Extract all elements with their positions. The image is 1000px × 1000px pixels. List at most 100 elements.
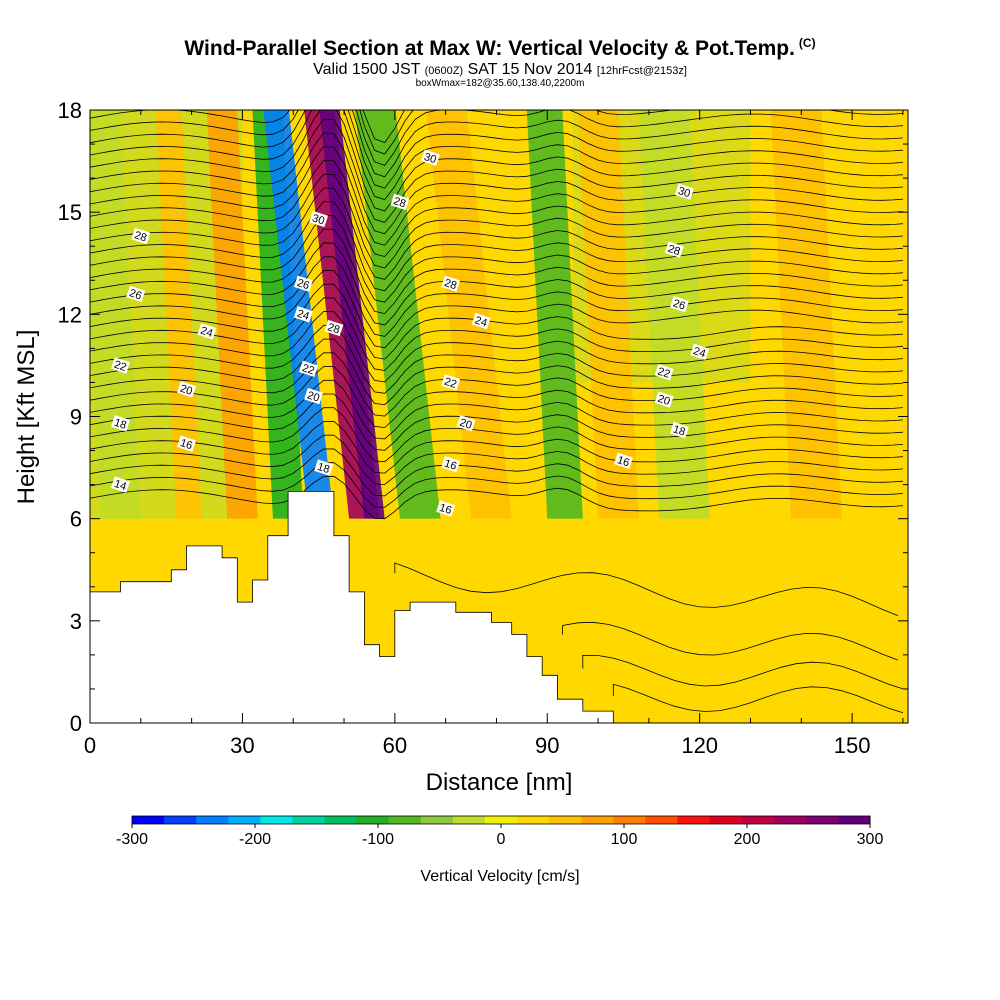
isentrope <box>90 297 903 371</box>
y-tick-label: 18 <box>58 98 82 123</box>
isentrope <box>90 132 903 235</box>
colorbar-tick-label: -100 <box>362 831 394 848</box>
isentrope-label: 26 <box>126 285 146 302</box>
isentrope-label: 18 <box>669 421 689 439</box>
isentrope <box>90 159 903 258</box>
isentrope-label-bg <box>674 183 694 200</box>
colorbar-label: Vertical Velocity [cm/s] <box>420 868 579 885</box>
isentrope <box>90 214 903 303</box>
colorbar-tick-label: -200 <box>239 831 271 848</box>
valid-utc: (0600Z) <box>424 65 464 77</box>
axes: 0 30 60 90 120 150 0 3 6 9 12 15 18 <box>58 98 908 758</box>
isentrope-label: 24 <box>690 343 710 360</box>
isentrope-label-bg <box>324 319 344 337</box>
isentrope-label: 16 <box>614 452 633 469</box>
colorbar-swatch <box>837 816 871 824</box>
isentrope-label-text: 30 <box>676 185 691 200</box>
isentrope-label-bg <box>654 391 674 408</box>
isentrope-label-bg <box>471 312 491 330</box>
isentrope-label: 24 <box>293 306 313 323</box>
isentrope <box>90 462 903 508</box>
isentrope-label-bg <box>111 415 130 432</box>
isentrope-label: 22 <box>111 357 130 374</box>
isentrope <box>582 654 904 690</box>
x-tick-label: 0 <box>84 733 96 758</box>
isentrope-label-text: 24 <box>473 314 488 329</box>
isentrope <box>90 110 903 178</box>
isentrope-label: 16 <box>441 456 461 473</box>
isentrope-label: 18 <box>314 459 334 476</box>
isentrope-label-text: 20 <box>458 417 473 432</box>
isentrope-label-bg <box>177 435 196 452</box>
isentrope-label: 28 <box>441 275 461 292</box>
velocity-band <box>354 110 441 519</box>
isentrope-label-bg <box>111 476 130 493</box>
isentrope-label-bg <box>293 275 313 292</box>
colorbar-swatch <box>356 816 390 824</box>
isentrope <box>90 201 903 292</box>
velocity-band <box>426 110 512 519</box>
isentrope-label-bg <box>690 343 710 360</box>
isentrope <box>90 434 903 485</box>
box-info: boxWmax=182@35.60,138.40,2200m <box>415 78 585 89</box>
isentrope-label-text: 22 <box>656 366 671 381</box>
isentrope <box>90 110 903 189</box>
y-axis-label: Height [Kft MSL] <box>13 330 40 505</box>
isentrope-label-text: 26 <box>671 297 686 312</box>
isentrope-label-bg <box>456 415 476 432</box>
isentrope-label: 28 <box>390 193 410 210</box>
isentrope-label-text: 16 <box>443 458 458 473</box>
colorbar-swatch <box>805 816 839 824</box>
isentrope <box>90 187 903 280</box>
isentrope-label-text: 30 <box>422 151 437 166</box>
isentrope-label: 22 <box>654 364 674 381</box>
isentrope-label: 28 <box>131 227 151 245</box>
isentrope-label-text: 16 <box>438 502 453 517</box>
colorbar-swatch <box>388 816 422 824</box>
velocity-band <box>90 110 141 519</box>
isentrope <box>90 311 903 383</box>
velocity-band <box>252 110 304 519</box>
isentrope <box>562 621 898 661</box>
isentrope-label-text: 20 <box>656 393 671 408</box>
isentrope <box>90 283 903 360</box>
isentrope-label-bg <box>614 452 633 469</box>
isentrope-label-text: 24 <box>692 345 707 360</box>
isentrope <box>90 448 903 497</box>
isentrope-label: 24 <box>197 323 217 340</box>
isentrope-label-bg <box>420 149 440 166</box>
y-tick-label: 0 <box>70 711 82 736</box>
isentrope-label: 22 <box>441 374 461 391</box>
colorbar-swatch <box>324 816 358 824</box>
isentrope-label-text: 20 <box>306 389 321 404</box>
isentrope-label-bg <box>299 360 318 377</box>
x-tick-label: 60 <box>383 733 407 758</box>
isentrope-label-bg <box>131 227 151 245</box>
copyright-mark: (C) <box>798 36 816 50</box>
isentrope-label: 22 <box>299 360 318 377</box>
terrain <box>89 491 908 724</box>
colorbar: -300 -200 -100 0 100 200 300 <box>116 815 883 848</box>
isentrope <box>90 407 903 463</box>
isentrope <box>90 475 903 520</box>
isentrope-label-bg <box>654 364 674 381</box>
colorbar-swatch <box>196 816 229 824</box>
forecast-info: [12hrFcst@2153z] <box>596 65 687 77</box>
isentrope <box>90 379 903 440</box>
x-axis-label: Distance [nm] <box>426 769 573 796</box>
isentrope-label: 28 <box>324 319 344 337</box>
isentrope-label-bg <box>441 374 461 391</box>
isentrope-label: 16 <box>436 500 456 517</box>
isentrope <box>90 118 903 223</box>
isentrope-label-bg <box>441 456 461 473</box>
isentrope <box>90 352 903 417</box>
chart-title: Wind-Parallel Section at Max W: Vertical… <box>0 36 1000 61</box>
isentrope <box>90 110 903 212</box>
isentrope <box>90 324 903 394</box>
isentrope-label-bg <box>441 275 461 292</box>
isentrope-label-text: 22 <box>443 376 458 391</box>
colorbar-tick-label: -300 <box>116 831 148 848</box>
x-tick-label: 90 <box>535 733 559 758</box>
isentrope-label: 24 <box>471 312 491 330</box>
